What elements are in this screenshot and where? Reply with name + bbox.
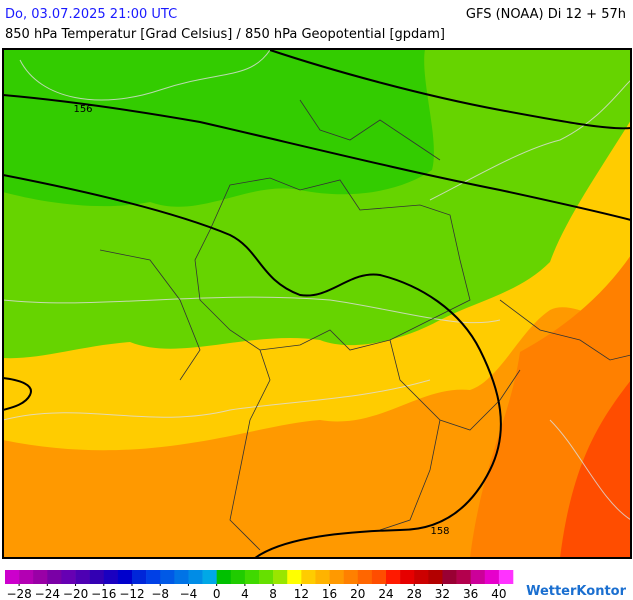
color-swatch xyxy=(259,570,274,584)
map-area xyxy=(2,48,632,559)
color-swatch xyxy=(174,570,189,584)
color-swatch xyxy=(160,570,175,584)
colorbar-label: 36 xyxy=(463,587,478,600)
colorbar-label: −4 xyxy=(180,587,198,600)
color-swatch xyxy=(343,570,359,584)
color-swatch xyxy=(315,570,330,584)
color-swatch xyxy=(103,570,119,584)
color-swatch xyxy=(357,570,373,584)
contour-label: 158 xyxy=(430,526,449,537)
color-swatch xyxy=(484,570,500,584)
colorbar-label: 32 xyxy=(435,587,450,600)
color-swatch xyxy=(61,570,76,584)
contour-label: 156 xyxy=(73,104,92,115)
colorbar-label: −20 xyxy=(63,587,88,600)
colorbar-label: 20 xyxy=(350,587,365,600)
color-swatch xyxy=(428,570,443,584)
colorbar-label: −16 xyxy=(91,587,116,600)
color-swatch xyxy=(498,570,514,584)
colorbar-label: 28 xyxy=(407,587,422,600)
color-swatch xyxy=(75,570,90,584)
colorbar-label: 40 xyxy=(491,587,506,600)
color-swatch xyxy=(230,570,246,584)
color-swatch xyxy=(400,570,415,584)
color-swatch xyxy=(47,570,62,584)
color-swatch xyxy=(329,570,344,584)
color-swatch xyxy=(5,570,20,584)
color-swatch xyxy=(132,570,147,584)
color-swatch xyxy=(89,570,105,584)
color-swatch xyxy=(456,570,471,584)
geopotential-contours xyxy=(3,49,631,558)
borders xyxy=(99,99,631,551)
logo: WetterKontor xyxy=(526,584,627,599)
colorbar-label: −8 xyxy=(151,587,169,600)
color-swatch xyxy=(188,570,203,584)
colorbar-label: 16 xyxy=(322,587,337,600)
color-swatch xyxy=(117,570,133,584)
colorbar-label: 4 xyxy=(241,587,249,600)
color-swatch xyxy=(202,570,217,584)
color-swatch xyxy=(19,570,34,584)
color-swatch xyxy=(386,570,401,584)
color-swatch xyxy=(442,570,457,584)
red-area xyxy=(560,380,631,558)
color-swatch xyxy=(33,570,48,584)
datetime: Do, 03.07.2025 21:00 UTC xyxy=(5,7,177,22)
color-swatch xyxy=(244,570,260,584)
green-area xyxy=(3,49,434,207)
color-swatch xyxy=(273,570,288,584)
colorbar-label: 24 xyxy=(378,587,393,600)
color-swatch xyxy=(414,570,429,584)
color-swatch xyxy=(371,570,387,584)
colorbar-label: −28 xyxy=(6,587,31,600)
color-swatch xyxy=(301,570,316,584)
colorbar-label: 0 xyxy=(213,587,221,600)
color-swatch xyxy=(470,570,486,584)
colorbar-label: −24 xyxy=(35,587,60,600)
colorbar-label: 8 xyxy=(269,587,277,600)
color-swatch xyxy=(146,570,161,584)
color-swatch xyxy=(216,570,232,584)
color-swatch xyxy=(287,570,302,584)
parameters: 850 hPa Temperatur [Grad Celsius] / 850 … xyxy=(5,27,445,42)
map-frame xyxy=(2,48,632,559)
model-run: GFS (NOAA) Di 12 + 57h xyxy=(466,7,626,22)
colorbar-label: 12 xyxy=(294,587,309,600)
colorbar-label: −12 xyxy=(119,587,144,600)
